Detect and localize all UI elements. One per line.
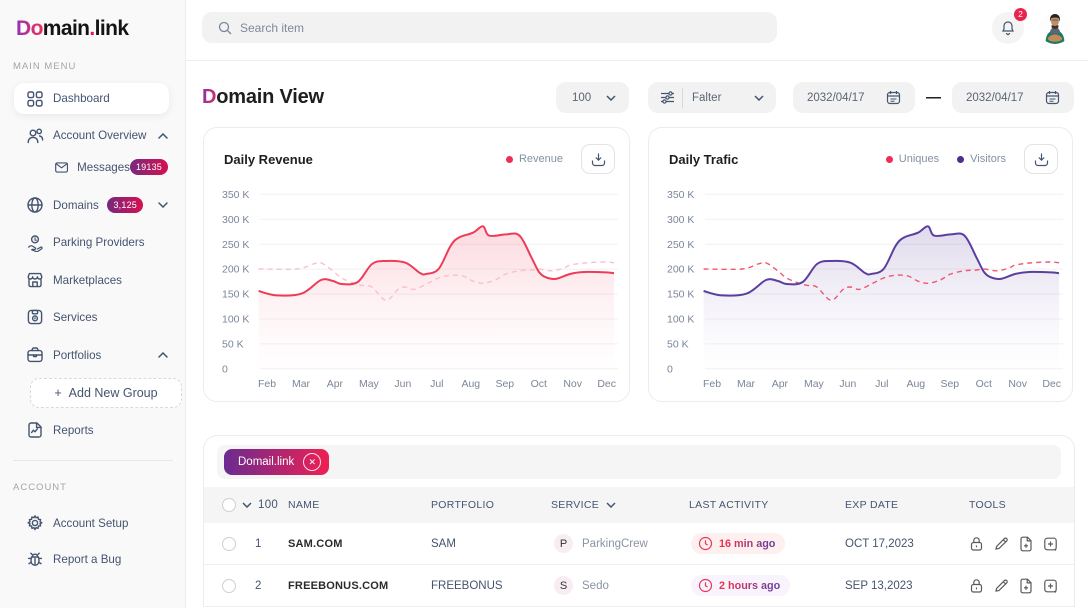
svg-text:Jul: Jul	[430, 378, 443, 390]
svg-text:Mar: Mar	[737, 378, 756, 390]
svg-text:Oct: Oct	[976, 378, 992, 390]
svg-text:250 K: 250 K	[222, 239, 249, 251]
svg-text:100 K: 100 K	[667, 314, 694, 326]
svg-text:250 K: 250 K	[667, 239, 694, 251]
svg-text:Aug: Aug	[461, 378, 480, 390]
svg-text:150 K: 150 K	[222, 289, 249, 301]
svg-text:Sep: Sep	[495, 378, 514, 390]
svg-text:150 K: 150 K	[667, 289, 694, 301]
svg-text:May: May	[804, 378, 825, 390]
svg-text:300 K: 300 K	[222, 214, 249, 226]
svg-text:0: 0	[222, 363, 228, 375]
svg-text:Sep: Sep	[940, 378, 959, 390]
svg-text:Aug: Aug	[906, 378, 925, 390]
svg-text:Nov: Nov	[1008, 378, 1027, 390]
svg-text:Jun: Jun	[839, 378, 856, 390]
svg-text:0: 0	[667, 363, 673, 375]
svg-text:Oct: Oct	[531, 378, 547, 390]
svg-text:50 K: 50 K	[667, 339, 689, 351]
svg-text:Apr: Apr	[327, 378, 344, 390]
svg-text:350 K: 350 K	[222, 189, 249, 201]
svg-text:Jun: Jun	[394, 378, 411, 390]
svg-text:Dec: Dec	[597, 378, 616, 390]
svg-text:May: May	[359, 378, 380, 390]
svg-text:Mar: Mar	[292, 378, 311, 390]
svg-text:200 K: 200 K	[222, 264, 249, 276]
svg-text:300 K: 300 K	[667, 214, 694, 226]
svg-text:200 K: 200 K	[667, 264, 694, 276]
svg-text:Feb: Feb	[703, 378, 721, 390]
svg-text:Jul: Jul	[875, 378, 888, 390]
svg-text:Dec: Dec	[1042, 378, 1061, 390]
svg-text:50 K: 50 K	[222, 339, 244, 351]
svg-text:Apr: Apr	[772, 378, 789, 390]
svg-text:Feb: Feb	[258, 378, 276, 390]
svg-text:100 K: 100 K	[222, 314, 249, 326]
svg-text:Nov: Nov	[563, 378, 582, 390]
svg-text:350 K: 350 K	[667, 189, 694, 201]
